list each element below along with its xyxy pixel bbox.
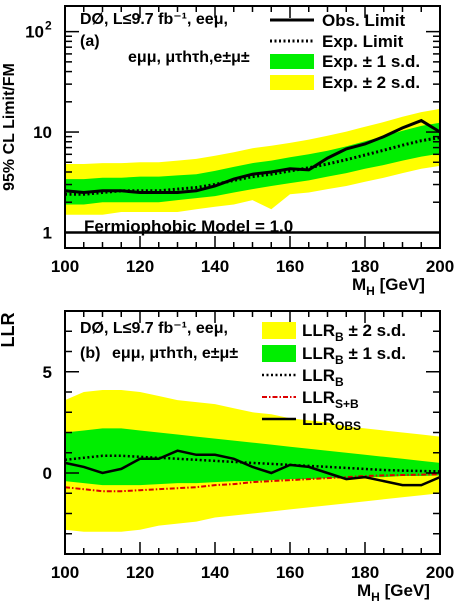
panel-a-ylabel: 95% CL Limit/FM (1, 63, 18, 191)
panel-b-xtick-label: 200 (426, 563, 454, 582)
panel-a-xtick-label: 100 (51, 257, 79, 276)
panel-b-annotation-line1: DØ, L≤9.7 fb⁻¹, eeμ, (80, 320, 228, 337)
panel-a-annotation-line3: eμμ, μτhτh,e±μ± (128, 49, 250, 66)
llrobs-line (64, 449, 441, 487)
legend-llrb-label: LLRB (302, 366, 344, 389)
panel-b-annotation-line3: eμμ, μτhτh, e±μ± (112, 345, 238, 362)
panel-a-ytick-label-exponent: 2 (45, 19, 52, 33)
legend-exp-limit-label: Exp. Limit (322, 32, 404, 51)
legend-exp-2sd-label: Exp. ± 2 s.d. (322, 73, 420, 92)
panel-b-xtick-label: 100 (51, 563, 79, 582)
panel-a-xtick-label: 200 (426, 257, 454, 276)
panel-a-ytick-label: 1 (43, 223, 52, 242)
obs-limit-line (64, 118, 441, 195)
legend-exp-1sd-swatch (270, 54, 314, 69)
panel-a-reference-label: Fermiophobic Model = 1.0 (84, 217, 293, 236)
panel-a-plot-area (64, 108, 441, 234)
legend-exp-1sd-label: Exp. ± 1 s.d. (322, 52, 420, 71)
exp-limit-line (65, 136, 441, 196)
panel-a-annotation-line2: (a) (80, 33, 100, 50)
panel-b-plot-area (64, 390, 441, 532)
panel-a-ytick-label: 10 (25, 23, 44, 42)
panel-a-xtick-label: 120 (126, 257, 154, 276)
panel-b-legend: LLRB ± 2 s.d. LLRB ± 1 s.d. LLRB LLRS+B … (262, 321, 406, 433)
panel-b-axes: 100 120 140 160 180 200 0 5 (43, 311, 454, 582)
legend-llrb-1sd-swatch (262, 345, 296, 362)
exp-1sd-band (65, 122, 440, 205)
legend-llrobs-label: LLROBS (302, 410, 361, 433)
panel-a-xtick-label: 140 (201, 257, 229, 276)
panel-b-xlabel: MH [GeV] (357, 581, 430, 604)
panel-a-ytick-label: 10 (33, 123, 52, 142)
panel-b-annotation-line2: (b) (80, 345, 100, 362)
legend-llrsb-label: LLRS+B (302, 388, 359, 411)
legend-llrb-1sd-label: LLRB ± 1 s.d. (302, 344, 406, 367)
llrb-1sd-band (65, 428, 440, 486)
panel-b-ytick-label: 5 (43, 363, 52, 382)
panel-b-ytick-label: 0 (43, 464, 52, 483)
panel-b-xtick-label: 140 (201, 563, 229, 582)
legend-obs-limit-label: Obs. Limit (322, 11, 405, 30)
panel-b-llr-plot: 100 120 140 160 180 200 0 5 LLR DØ, L≤9.7 fb⁻¹,… (0, 310, 454, 604)
legend-llrb-2sd-swatch (262, 322, 296, 339)
panel-a-xtick-label: 160 (276, 257, 304, 276)
panel-a-xlabel: MH [GeV] (352, 275, 425, 298)
panel-b-ylabel: LLR (0, 313, 18, 348)
panel-b-xtick-label: 160 (276, 563, 304, 582)
panel-a-legend: Obs. Limit Exp. Limit Exp. ± 1 s.d. Exp.… (270, 11, 420, 92)
panel-b-xtick-label: 180 (351, 563, 379, 582)
legend-exp-2sd-swatch (270, 75, 314, 90)
legend-llrb-2sd-label: LLRB ± 2 s.d. (302, 321, 406, 344)
panel-b-xtick-label: 120 (126, 563, 154, 582)
panel-a-xtick-label: 180 (351, 257, 379, 276)
panel-a-annotation-line1: DØ, L≤9.7 fb⁻¹, eeμ, (80, 11, 228, 28)
